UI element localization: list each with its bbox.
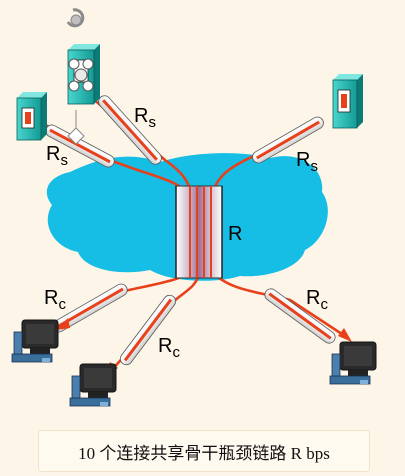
refresh-icon [66, 8, 85, 28]
label-rc-left: Rc [44, 287, 66, 313]
client-link-pipe [119, 294, 177, 366]
label-rc-right: Rc [306, 287, 328, 313]
backbone-pipe [175, 185, 223, 279]
link-connector-icon [67, 110, 85, 145]
backbone-link [175, 185, 223, 279]
client-link-pipe [264, 288, 336, 344]
label-backbone-r: R [228, 223, 242, 245]
label-rs-top: Rs [134, 105, 156, 131]
caption-text: 10 个连接共享骨干瓶颈链路 R bps [78, 443, 330, 463]
label-rs-right: Rs [296, 149, 318, 175]
server-right [332, 74, 363, 129]
server-left [16, 92, 47, 141]
arrowhead [56, 318, 70, 330]
caption: 10 个连接共享骨干瓶颈链路 R bps [38, 430, 370, 472]
access-pipes [45, 95, 336, 366]
label-rc-middle: Rc [158, 335, 180, 361]
server-link-pipe [98, 95, 162, 165]
router-icon [68, 58, 94, 92]
server-link-pipe [252, 116, 324, 164]
arrowhead [338, 328, 352, 342]
client-computer [329, 341, 377, 385]
server-top [66, 8, 100, 105]
label-rs-left: Rs [46, 143, 68, 169]
client-computer [69, 363, 117, 407]
client-computer [11, 319, 59, 363]
